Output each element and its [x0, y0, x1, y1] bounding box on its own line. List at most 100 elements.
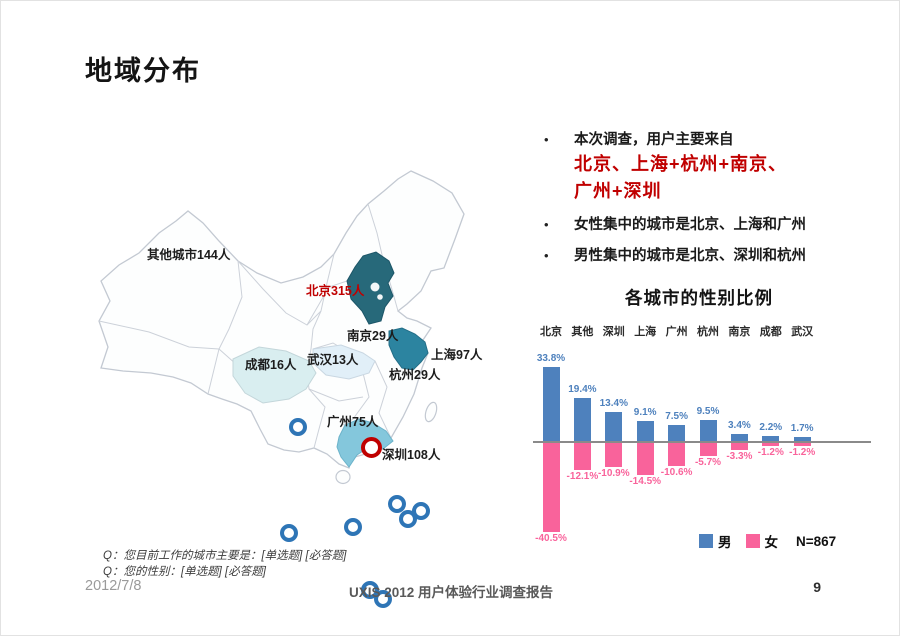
category-label-8: 武汉 [791, 326, 814, 338]
bullet-sources-cities-1: 北京、上海+杭州+南京、 [574, 154, 788, 174]
category-label-7: 成都 [759, 326, 782, 338]
category-label-0: 北京 [540, 326, 562, 338]
chart-axis-line [533, 441, 871, 443]
bullet-female-cities: 北京、上海和广州 [690, 217, 806, 233]
legend-male-swatch [699, 534, 713, 548]
city-marker-beijing [361, 437, 382, 458]
bar-label-male-2: 13.4% [599, 397, 628, 409]
bar-female-7 [762, 443, 780, 446]
city-marker-other [289, 418, 307, 436]
bullet-marker: • [544, 132, 549, 147]
bar-male-4 [668, 424, 686, 441]
bar-female-1 [573, 443, 591, 470]
footer-page-number: 9 [813, 579, 821, 595]
bullet-item-sources: • 本次调查，用户主要来自 北京、上海+杭州+南京、 广州+深圳 [544, 129, 884, 205]
bar-label-female-1: -12.1% [566, 470, 599, 482]
sample-size-label: N=867 [796, 533, 837, 549]
bullet-male-prefix: 男性集中的城市是 [574, 248, 690, 264]
bullet-marker: • [544, 248, 549, 263]
city-marker-wuhan [344, 518, 362, 536]
bar-male-3 [636, 420, 654, 441]
city-label-wuhan: 武汉13人 [307, 353, 359, 367]
bar-label-male-4: 7.5% [665, 410, 688, 422]
question-note-gender: Q：您的性别：[单选题] [必答题] [103, 566, 266, 578]
region-jiangsu-zhejiang [388, 327, 429, 371]
hainan-island [335, 469, 351, 485]
bar-male-0 [542, 366, 560, 441]
bar-female-4 [668, 443, 686, 467]
bar-label-male-0: 33.8% [536, 352, 566, 364]
footer-report-name: UXIS 2012 用户体验行业调查报告 [348, 585, 554, 600]
legend-female-swatch [745, 534, 760, 548]
category-label-6: 南京 [728, 326, 751, 338]
gender-ratio-chart: 各城市的性别比例 北京 33.8% -40.5% 其他 19.4% -12.1% 深圳 13.… [531, 285, 881, 575]
bar-label-male-8: 1.7% [790, 423, 814, 435]
bar-female-8 [793, 443, 811, 446]
category-label-3: 上海 [634, 326, 657, 338]
bullet-list: • 本次调查，用户主要来自 北京、上海+杭州+南京、 广州+深圳 • 女性集中的… [544, 129, 884, 276]
bar-male-1 [573, 398, 591, 441]
bar-female-5 [699, 443, 717, 456]
category-label-4: 广州 [665, 326, 688, 338]
bar-label-female-8: -1.2% [789, 446, 816, 458]
city-label-chengdu: 成都16人 [245, 358, 297, 372]
city-label-shanghai: 上海97人 [431, 348, 483, 362]
bullet-female-prefix: 女性集中的城市是 [574, 217, 690, 233]
region-hebei-beijing [346, 251, 395, 325]
legend-male-label: 男 [718, 535, 732, 550]
bar-label-female-3: -14.5% [629, 475, 662, 487]
bar-label-female-4: -10.6% [660, 467, 693, 479]
category-label-5: 杭州 [697, 326, 719, 338]
bar-male-2 [605, 411, 623, 441]
bar-label-female-5: -5.7% [694, 456, 722, 468]
bar-female-0 [542, 443, 560, 533]
city-label-shenzhen: 深圳108人 [382, 448, 441, 462]
city-label-nanjing: 南京29人 [347, 329, 399, 343]
bar-label-female-7: -1.2% [757, 446, 784, 458]
bar-label-female-0: -40.5% [535, 533, 567, 545]
region-tianjin-notch [377, 294, 383, 300]
bar-label-male-7: 2.2% [759, 422, 783, 434]
taiwan-island [424, 401, 438, 423]
bar-label-male-1: 19.4% [568, 384, 597, 396]
china-outline [98, 170, 465, 469]
bar-male-6 [730, 433, 748, 441]
bar-label-female-6: -3.3% [726, 451, 753, 463]
city-label-guangzhou: 广州75人 [327, 415, 379, 429]
chart-legend: 男 女 N=867 [699, 531, 836, 551]
bullet-marker: • [544, 217, 549, 232]
region-hubei [312, 344, 376, 380]
question-note-city: Q：您目前工作的城市主要是：[单选题] [必答题] [103, 550, 347, 562]
bar-female-2 [605, 443, 623, 467]
region-sichuan [232, 346, 317, 404]
legend-item-female: 女 [745, 531, 779, 551]
region-beijing-notch [370, 282, 380, 292]
question-notes: Q：您目前工作的城市主要是：[单选题] [必答题] Q：您的性别：[单选题] [… [103, 548, 346, 580]
bullet-sources-intro: 本次调查，用户主要来自 [574, 132, 734, 148]
bar-male-7 [762, 436, 780, 441]
city-marker-chengdu [280, 524, 298, 542]
chart-plot: 北京 33.8% -40.5% 其他 19.4% -12.1% 深圳 13.4% -10.9% 上… [533, 321, 877, 557]
bar-male-5 [699, 420, 717, 441]
legend-female-label: 女 [764, 535, 779, 550]
page-title: 地域分布 [85, 56, 201, 86]
city-label-hangzhou: 杭州29人 [389, 368, 441, 382]
bar-female-3 [636, 443, 654, 475]
city-marker-shenzhen [374, 590, 392, 608]
bar-label-male-5: 9.5% [696, 406, 720, 418]
chart-title: 各城市的性别比例 [625, 288, 773, 308]
bar-female-6 [730, 443, 748, 451]
bar-label-male-6: 3.4% [727, 419, 751, 431]
category-label-2: 深圳 [602, 326, 625, 338]
bullet-item-male: • 男性集中的城市是北京、深圳和杭州 [544, 245, 884, 267]
bar-label-male-3: 9.1% [633, 406, 657, 418]
bar-label-female-2: -10.9% [597, 467, 630, 479]
footer-date: 2012/7/8 [85, 578, 142, 594]
legend-item-male: 男 [699, 531, 732, 551]
china-map [98, 170, 465, 485]
city-label-beijing: 北京315人 [306, 284, 365, 298]
city-marker-nanjing [388, 495, 406, 513]
category-label-1: 其他 [571, 326, 594, 338]
bullet-sources-cities-2: 广州+深圳 [574, 181, 662, 201]
